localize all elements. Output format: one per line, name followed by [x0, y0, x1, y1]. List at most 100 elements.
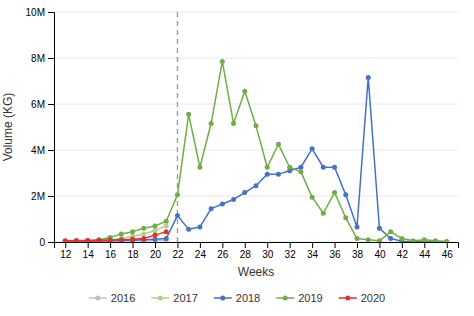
- point: [130, 229, 135, 234]
- x-tick-mark: [88, 242, 89, 248]
- point: [141, 236, 146, 241]
- point: [164, 236, 169, 241]
- chart: 12141618202224262830323436384042444602M4…: [0, 0, 474, 316]
- x-tick-label: 42: [397, 249, 409, 260]
- x-tick-mark: [245, 242, 246, 248]
- x-tick: 42: [397, 242, 409, 260]
- series-line: [65, 61, 447, 241]
- x-tick: 26: [217, 242, 229, 260]
- y-tick-label: 8M: [31, 53, 45, 64]
- point: [343, 215, 348, 220]
- point: [175, 213, 180, 218]
- x-tick-mark: [177, 242, 178, 248]
- point: [321, 165, 326, 170]
- x-tick-mark: [402, 242, 403, 248]
- legend-item: 2019: [276, 292, 322, 304]
- y-tick-mark: [48, 196, 54, 197]
- series: [63, 223, 169, 242]
- point: [96, 238, 101, 242]
- legend-label: 2019: [298, 292, 322, 304]
- x-tick: 36: [329, 242, 341, 260]
- point: [85, 238, 90, 242]
- legend: 2016 2017 2018 2019 2020: [89, 292, 385, 304]
- point: [141, 231, 146, 236]
- point: [209, 206, 214, 211]
- x-tick-mark: [335, 242, 336, 248]
- plot: 12141618202224262830323436384042444602M4…: [1, 7, 459, 279]
- point: [422, 237, 427, 242]
- point: [63, 238, 68, 242]
- point: [265, 165, 270, 170]
- point: [186, 227, 191, 232]
- y-tick: 4M: [31, 145, 54, 156]
- x-tick: 30: [262, 242, 274, 260]
- point: [153, 228, 158, 233]
- point: [209, 121, 214, 126]
- x-tick-label: 32: [285, 249, 297, 260]
- reference-line: [177, 12, 178, 242]
- grid-line: [54, 104, 458, 105]
- x-tick: 20: [150, 242, 162, 260]
- point: [164, 223, 169, 228]
- y-tick: 0: [39, 237, 54, 248]
- point: [119, 238, 124, 242]
- x-tick-mark: [267, 242, 268, 248]
- point: [399, 236, 404, 241]
- legend-marker: [220, 296, 225, 301]
- legend-item: 2018: [214, 292, 260, 304]
- legend-label: 2020: [361, 292, 385, 304]
- y-tick-label: 0: [39, 237, 45, 248]
- x-tick-label: 20: [150, 249, 162, 260]
- grid: [54, 12, 458, 242]
- point: [276, 142, 281, 147]
- point: [63, 239, 68, 242]
- point: [153, 233, 158, 238]
- point: [186, 112, 191, 117]
- series: [63, 59, 450, 242]
- point: [63, 239, 68, 242]
- point: [119, 237, 124, 242]
- x-tick-mark: [312, 242, 313, 248]
- point: [96, 238, 101, 242]
- x-tick: 24: [195, 242, 207, 260]
- point: [74, 239, 79, 242]
- x-tick: 44: [419, 242, 431, 260]
- point: [411, 238, 416, 242]
- x-tick-mark: [424, 242, 425, 248]
- x-tick-label: 28: [240, 249, 252, 260]
- y-tick-label: 4M: [31, 145, 45, 156]
- point: [85, 239, 90, 242]
- point: [276, 172, 281, 177]
- point: [164, 229, 169, 234]
- x-tick: 28: [240, 242, 252, 260]
- x-axis-line: [55, 243, 459, 249]
- point: [96, 237, 101, 242]
- point: [220, 202, 225, 207]
- point: [355, 236, 360, 241]
- legend-marker: [158, 296, 163, 301]
- point: [254, 183, 259, 188]
- point: [254, 123, 259, 128]
- x-tick-mark: [200, 242, 201, 248]
- x-tick: 34: [307, 242, 319, 260]
- y-tick-mark: [48, 150, 54, 151]
- point: [310, 146, 315, 151]
- y-tick-mark: [48, 104, 54, 105]
- x-tick-label: 44: [419, 249, 431, 260]
- x-tick-mark: [222, 242, 223, 248]
- point: [265, 172, 270, 177]
- point: [74, 239, 79, 242]
- x-axis-title: Weeks: [238, 265, 274, 279]
- legend-marker: [345, 296, 350, 301]
- point: [366, 75, 371, 80]
- point: [108, 237, 113, 242]
- point: [130, 238, 135, 242]
- x-tick-mark: [357, 242, 358, 248]
- legend-label: 2016: [111, 292, 135, 304]
- y-tick-mark: [48, 242, 54, 243]
- x-tick-mark: [290, 242, 291, 248]
- grid-line: [54, 150, 458, 151]
- point: [242, 89, 247, 94]
- legend-item: 2016: [89, 292, 135, 304]
- legend-label: 2017: [173, 292, 197, 304]
